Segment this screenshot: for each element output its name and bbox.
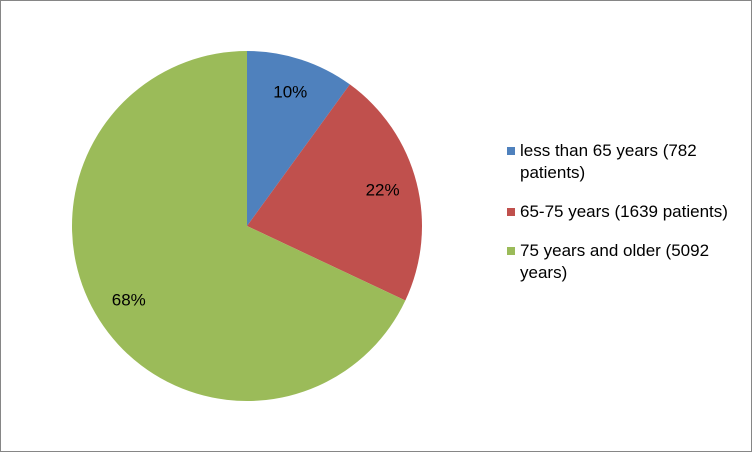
pie-slice <box>71 51 406 402</box>
pie-slice <box>247 51 350 226</box>
legend-swatch <box>507 147 515 155</box>
data-label: 68% <box>112 291 146 310</box>
legend-swatch <box>507 247 515 255</box>
legend-item: less than 65 years (782 patients) <box>505 140 730 184</box>
legend-item: 75 years and older (5092 years) <box>505 240 730 284</box>
legend-swatch <box>507 208 515 216</box>
legend-label: 65-75 years (1639 patients) <box>520 202 728 221</box>
data-label: 22% <box>366 181 400 200</box>
legend-item: 65-75 years (1639 patients) <box>505 201 730 223</box>
legend: less than 65 years (782 patients) 65-75 y… <box>505 140 740 301</box>
data-label: 10% <box>273 82 307 101</box>
legend-label: 75 years and older (5092 years) <box>520 241 710 282</box>
pie-slice <box>247 84 422 301</box>
legend-label: less than 65 years (782 patients) <box>520 141 697 182</box>
